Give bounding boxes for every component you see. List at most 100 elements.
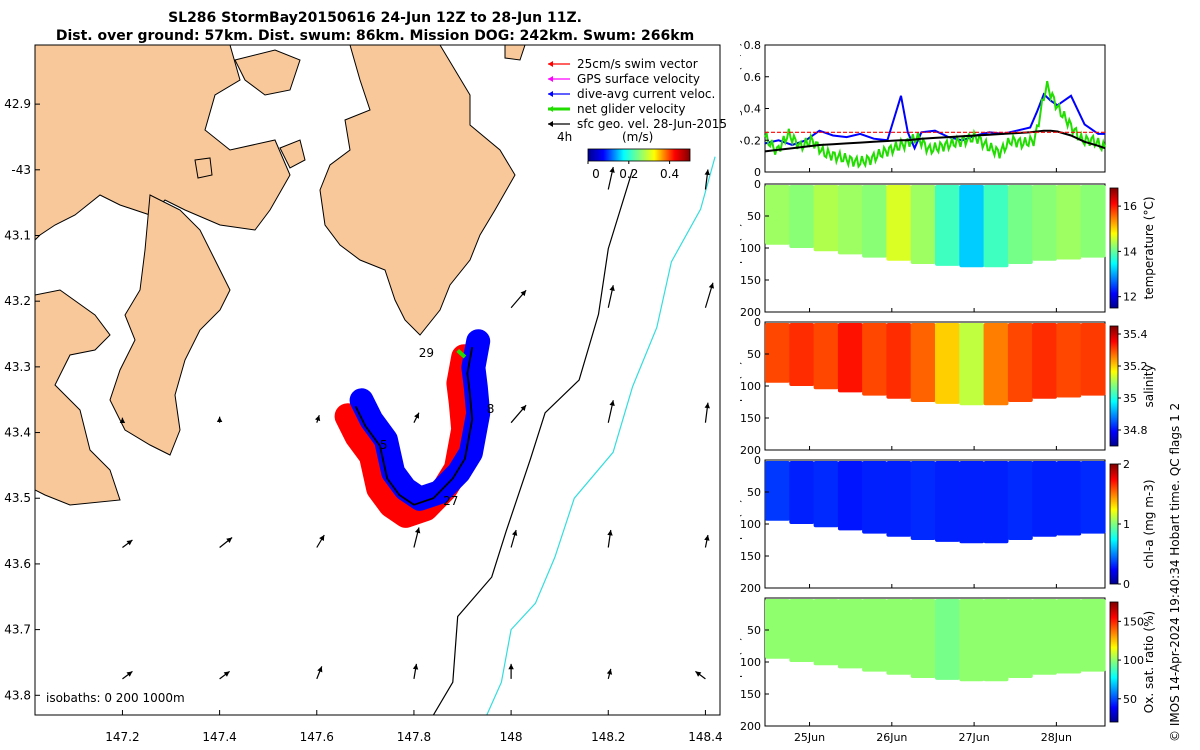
land-shape-4 — [234, 49, 301, 96]
land-shape-2 — [35, 289, 121, 506]
glider-track — [334, 329, 491, 528]
chla-y-tick-label: 150 — [740, 550, 761, 563]
vector-arrowhead — [708, 282, 714, 289]
legend-entry-4: net glider velocity — [548, 102, 685, 116]
velocity-vector-4 — [607, 285, 615, 308]
vector-arrowhead — [520, 405, 527, 412]
velocity-vector-9 — [413, 412, 420, 423]
temperature-y-tick-label: 50 — [747, 210, 761, 223]
chla-y-tick-label: 100 — [740, 518, 761, 531]
heatmap-chla: 0 50 100 150 200 Depth (m) 2 1 0 chl-a (mg m-3) — [740, 454, 1156, 595]
y-tick-label: -43 — [11, 163, 31, 177]
x-tick-label: 148.2 — [591, 730, 625, 744]
time-tick-label: 27Jun — [959, 731, 990, 744]
vel-y-tick-label: 0.4 — [744, 103, 762, 116]
velocity-vector-24 — [508, 663, 514, 679]
oxygen-y-axis-label: Depth (m) — [740, 637, 743, 693]
series-sfc-geo-vel- — [764, 129, 1106, 153]
salinity-column — [789, 323, 815, 386]
colorbar-tick-label: 0 — [592, 167, 600, 181]
day-label-1: 29 — [419, 346, 434, 360]
speed-colorbar — [587, 148, 691, 162]
temperature-column — [1007, 185, 1033, 264]
oxygen-colorbar-tick-label: 100 — [1123, 654, 1144, 667]
land-masses — [35, 45, 526, 506]
temperature-y-axis-label: Depth (m) — [740, 223, 743, 279]
velocity-vector-21 — [219, 670, 230, 680]
velocity-vector-12 — [704, 402, 710, 423]
salinity-column — [1007, 323, 1033, 402]
chla-column — [935, 461, 960, 542]
vector-arrowhead — [414, 412, 419, 419]
temperature-column — [837, 185, 863, 255]
legend-arrowhead — [548, 61, 553, 67]
oxygen-column — [1080, 599, 1106, 672]
temperature-colorbar — [1109, 187, 1119, 309]
vector-arrowhead — [609, 285, 615, 292]
salinity-column — [837, 323, 863, 393]
y-tick-label: 42.9 — [4, 97, 31, 111]
vel-y-tick-label: 0.2 — [744, 134, 762, 147]
chla-y-tick-label: 200 — [740, 582, 761, 595]
chla-colorbar — [1109, 463, 1119, 585]
salinity-colorbar-tick-label: 35.4 — [1123, 328, 1148, 341]
vector-arrowhead — [119, 417, 126, 424]
legend-entry-1: 25cm/s swim vector — [548, 57, 698, 71]
salinity-y-tick-label: 200 — [740, 444, 761, 457]
oxygen-colorbar-label: Ox. sat. ratio (%) — [1142, 611, 1156, 713]
temperature-column — [765, 185, 790, 245]
chla-colorbar-tick-label: 1 — [1123, 518, 1130, 531]
vector-arrowhead — [319, 535, 325, 541]
velocity-vector-16 — [413, 527, 421, 548]
chla-colorbar-tick-label: 0 — [1123, 578, 1130, 591]
legend-arrowhead — [548, 121, 553, 127]
velocity-vector-1 — [607, 166, 615, 190]
oxygen-column — [813, 599, 839, 666]
vector-arrowhead — [223, 671, 230, 677]
vector-arrowhead — [412, 663, 419, 670]
time-tick-label: 26Jun — [876, 731, 907, 744]
salinity-y-tick-label: 50 — [747, 348, 761, 361]
chla-y-tick-label: 50 — [747, 486, 761, 499]
chla-column — [886, 461, 912, 537]
salinity-column — [983, 323, 1009, 406]
salinity-column — [1032, 323, 1057, 399]
x-tick-label: 147.4 — [202, 730, 236, 744]
x-tick-label: 147.6 — [300, 730, 334, 744]
isobaths — [432, 156, 716, 715]
chla-column — [1080, 461, 1106, 534]
oxygen-column — [1007, 599, 1033, 678]
vector-arrowhead — [606, 668, 613, 675]
day-labels: 29 8 5 27 — [380, 346, 495, 508]
chla-column — [837, 461, 863, 531]
velocity-vectors — [119, 166, 714, 680]
temperature-colorbar-tick-label: 16 — [1123, 200, 1137, 213]
vector-arrowhead — [226, 537, 233, 543]
colorbar-tick-label: 0.2 — [619, 167, 638, 181]
velocity-vector-15 — [316, 534, 325, 548]
salinity-y-axis-label: Depth (m) — [740, 361, 743, 417]
vector-arrowhead — [216, 416, 223, 423]
oxygen-colorbar — [1109, 601, 1119, 723]
y-tick-label: 43.8 — [4, 688, 31, 702]
vector-arrowhead — [607, 530, 613, 536]
salinity-column — [959, 323, 985, 406]
heatmap-salinity: 0 50 100 150 200 Depth (m) 35.4 35.2 35 34.8 salin… — [740, 316, 1156, 457]
salinity-colorbar-tick-label: 34.8 — [1123, 424, 1148, 437]
chla-colorbar-tick-label: 2 — [1123, 458, 1130, 471]
vector-arrowhead — [126, 671, 133, 677]
chart-title-line1: SL286 StormBay20150616 24-Jun 12Z to 28-… — [168, 10, 582, 26]
temperature-column — [935, 185, 960, 266]
temperature-column — [1032, 185, 1057, 261]
salinity-column — [886, 323, 912, 399]
legend-entry-3: dive-avg current veloc. — [548, 87, 715, 101]
velocity-vector-8 — [314, 415, 321, 423]
salinity-colorbar — [1109, 325, 1119, 447]
legend-arrowhead — [548, 91, 553, 97]
land-shape-7 — [279, 139, 306, 169]
velocity-plot-frame — [764, 44, 1106, 173]
